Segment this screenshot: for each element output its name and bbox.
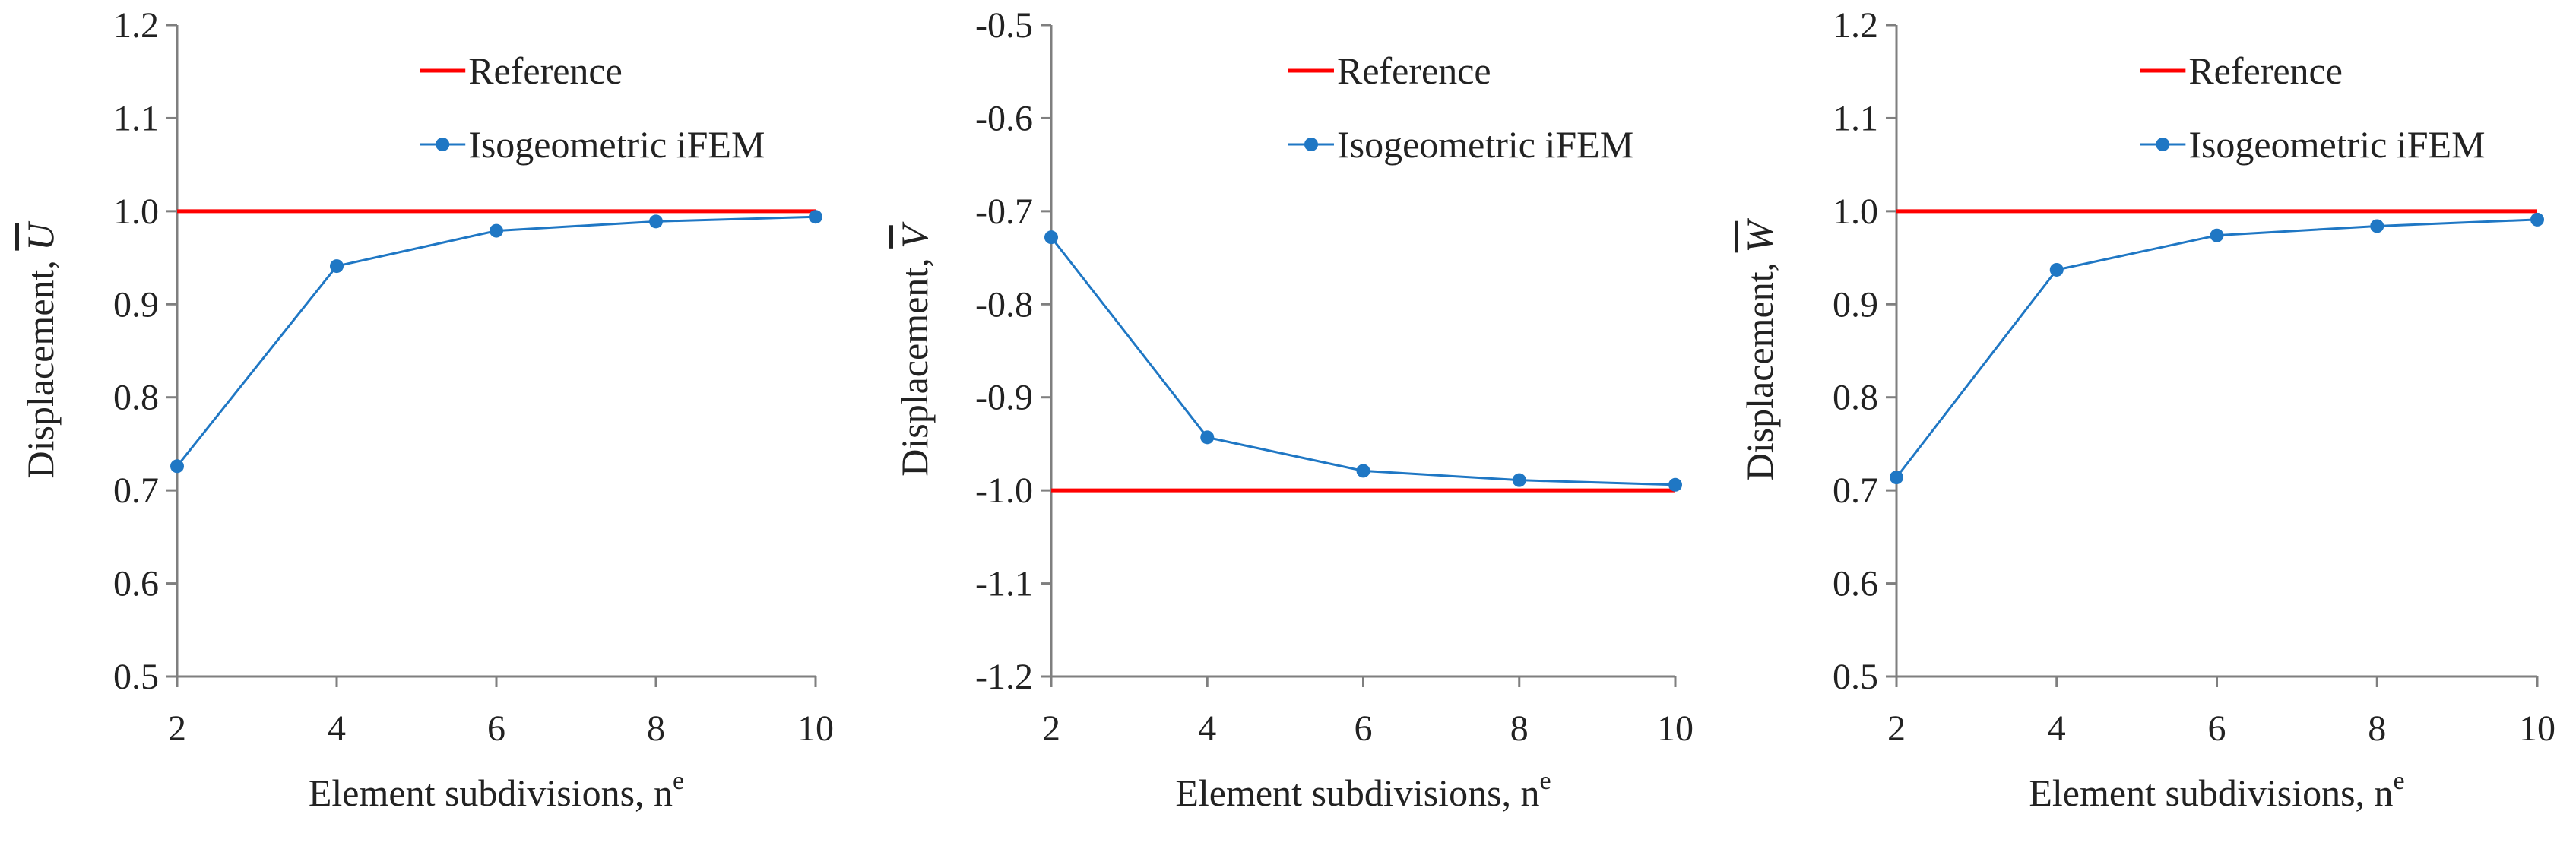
ifem-data-point [1668,477,1682,492]
x-tick-label: 8 [2368,708,2386,749]
y-tick-label: 1.0 [1833,192,1878,232]
x-tick-label: 10 [1657,708,1694,749]
ifem-data-point [809,210,822,224]
legend-label: Reference [468,49,623,92]
x-axis-title-text: Element subdivisions, n [1175,772,1539,814]
ifem-series-line [1895,218,2538,478]
x-axis-title-sup: e [1540,767,1551,795]
x-tick-label: 2 [1887,708,1906,749]
y-tick-label: 0.6 [1833,564,1878,604]
panel-2: -0.5 -0.6 -0.7 -0.8 -0.9 -1.0 -1.1 -1.22 4 6 8 10 El… [893,5,1694,814]
x-axis-title: Element subdivisions, ne [2029,767,2404,814]
y-axis-title-symbol: W [1738,217,1781,252]
y-axis-title: Displacement, V [893,221,936,477]
x-tick-label: 2 [1042,708,1060,749]
ifem-series-line [1050,236,1676,486]
x-axis-title: Element subdivisions, ne [1175,767,1551,814]
ifem-data-point [2530,212,2544,227]
y-tick-label: 0.7 [113,471,159,511]
ifem-data-point [2210,228,2224,242]
y-axis-title: Displacement, U [19,221,62,479]
legend-label: Isogeometric iFEM [2188,123,2485,166]
x-tick-label: 4 [1198,708,1216,749]
y-tick-label: 1.2 [1833,5,1878,46]
y-axis-title: Displacement, W [1738,217,1781,480]
x-axis-title-text: Element subdivisions, n [309,772,673,814]
x-tick-label: 6 [2208,708,2226,749]
ifem-data-point [649,214,663,229]
y-axis-title-text: Displacement, [19,251,62,479]
y-tick-label: 1.2 [113,5,159,46]
x-tick-label: 8 [647,708,665,749]
x-tick-label: 4 [328,708,346,749]
ifem-data-point [1044,230,1058,245]
x-tick-label: 6 [487,708,505,749]
ifem-data-point [490,223,503,238]
x-tick-label: 4 [2048,708,2066,749]
ifem-data-point [1512,473,1526,487]
x-tick-label: 6 [1355,708,1373,749]
y-tick-label: -0.5 [975,5,1033,46]
ifem-data-point [1200,430,1215,445]
x-tick-label: 10 [2519,708,2555,749]
ifem-series-line [176,215,816,467]
y-tick-label: 1.0 [113,192,159,232]
x-tick-label: 10 [797,708,834,749]
y-tick-label: -0.9 [975,378,1033,418]
panel-3: 1.2 1.1 1.0 0.9 0.8 0.7 0.6 0.52 4 6 8 10 Element su… [1738,5,2555,814]
legend-label: Isogeometric iFEM [1337,123,1633,166]
y-tick-label: 0.8 [1833,378,1878,418]
legend-ifem-marker [436,138,450,151]
y-tick-label: 0.8 [113,378,159,418]
x-axis-title-sup: e [673,767,684,795]
y-tick-label: 0.9 [1833,284,1878,325]
y-axis-title-symbol: V [893,221,936,249]
y-tick-label: -1.0 [975,471,1033,511]
x-axis-title-sup: e [2394,767,2405,795]
y-tick-label: 0.9 [113,284,159,325]
y-axis-title-symbol: U [19,221,62,251]
ifem-data-point [2370,219,2384,233]
y-tick-label: -1.2 [975,657,1033,697]
y-tick-label: -0.7 [975,192,1033,232]
y-tick-label: 0.7 [1833,471,1878,511]
y-tick-label: 1.1 [1833,98,1878,138]
legend-ifem-marker [1304,138,1318,151]
y-axis-title-text: Displacement, [1738,252,1781,480]
x-tick-label: 8 [1510,708,1529,749]
ifem-data-point [1356,464,1370,478]
y-tick-label: -0.6 [975,98,1033,138]
y-tick-label: 1.1 [113,98,159,138]
y-tick-label: -1.1 [975,564,1033,604]
legend-ifem-marker [2156,138,2170,151]
ifem-data-point [1890,471,1903,485]
panel-1: 1.2 1.1 1.0 0.9 0.8 0.7 0.6 0.52 4 6 8 10 Element su… [19,5,834,814]
legend-label: Isogeometric iFEM [468,123,765,166]
y-tick-label: 0.5 [113,657,159,697]
y-axis-title-text: Displacement, [893,249,936,477]
ifem-data-point [330,259,344,274]
x-axis-title: Element subdivisions, ne [309,767,684,814]
y-tick-label: -0.8 [975,284,1033,325]
legend-label: Reference [1337,49,1491,92]
x-axis-title-text: Element subdivisions, n [2029,772,2393,814]
ifem-data-point [170,459,184,474]
ifem-data-point [2049,262,2064,277]
y-tick-label: 0.5 [1833,657,1878,697]
x-tick-label: 2 [168,708,186,749]
y-tick-label: 0.6 [113,564,159,604]
legend-label: Reference [2188,49,2343,92]
